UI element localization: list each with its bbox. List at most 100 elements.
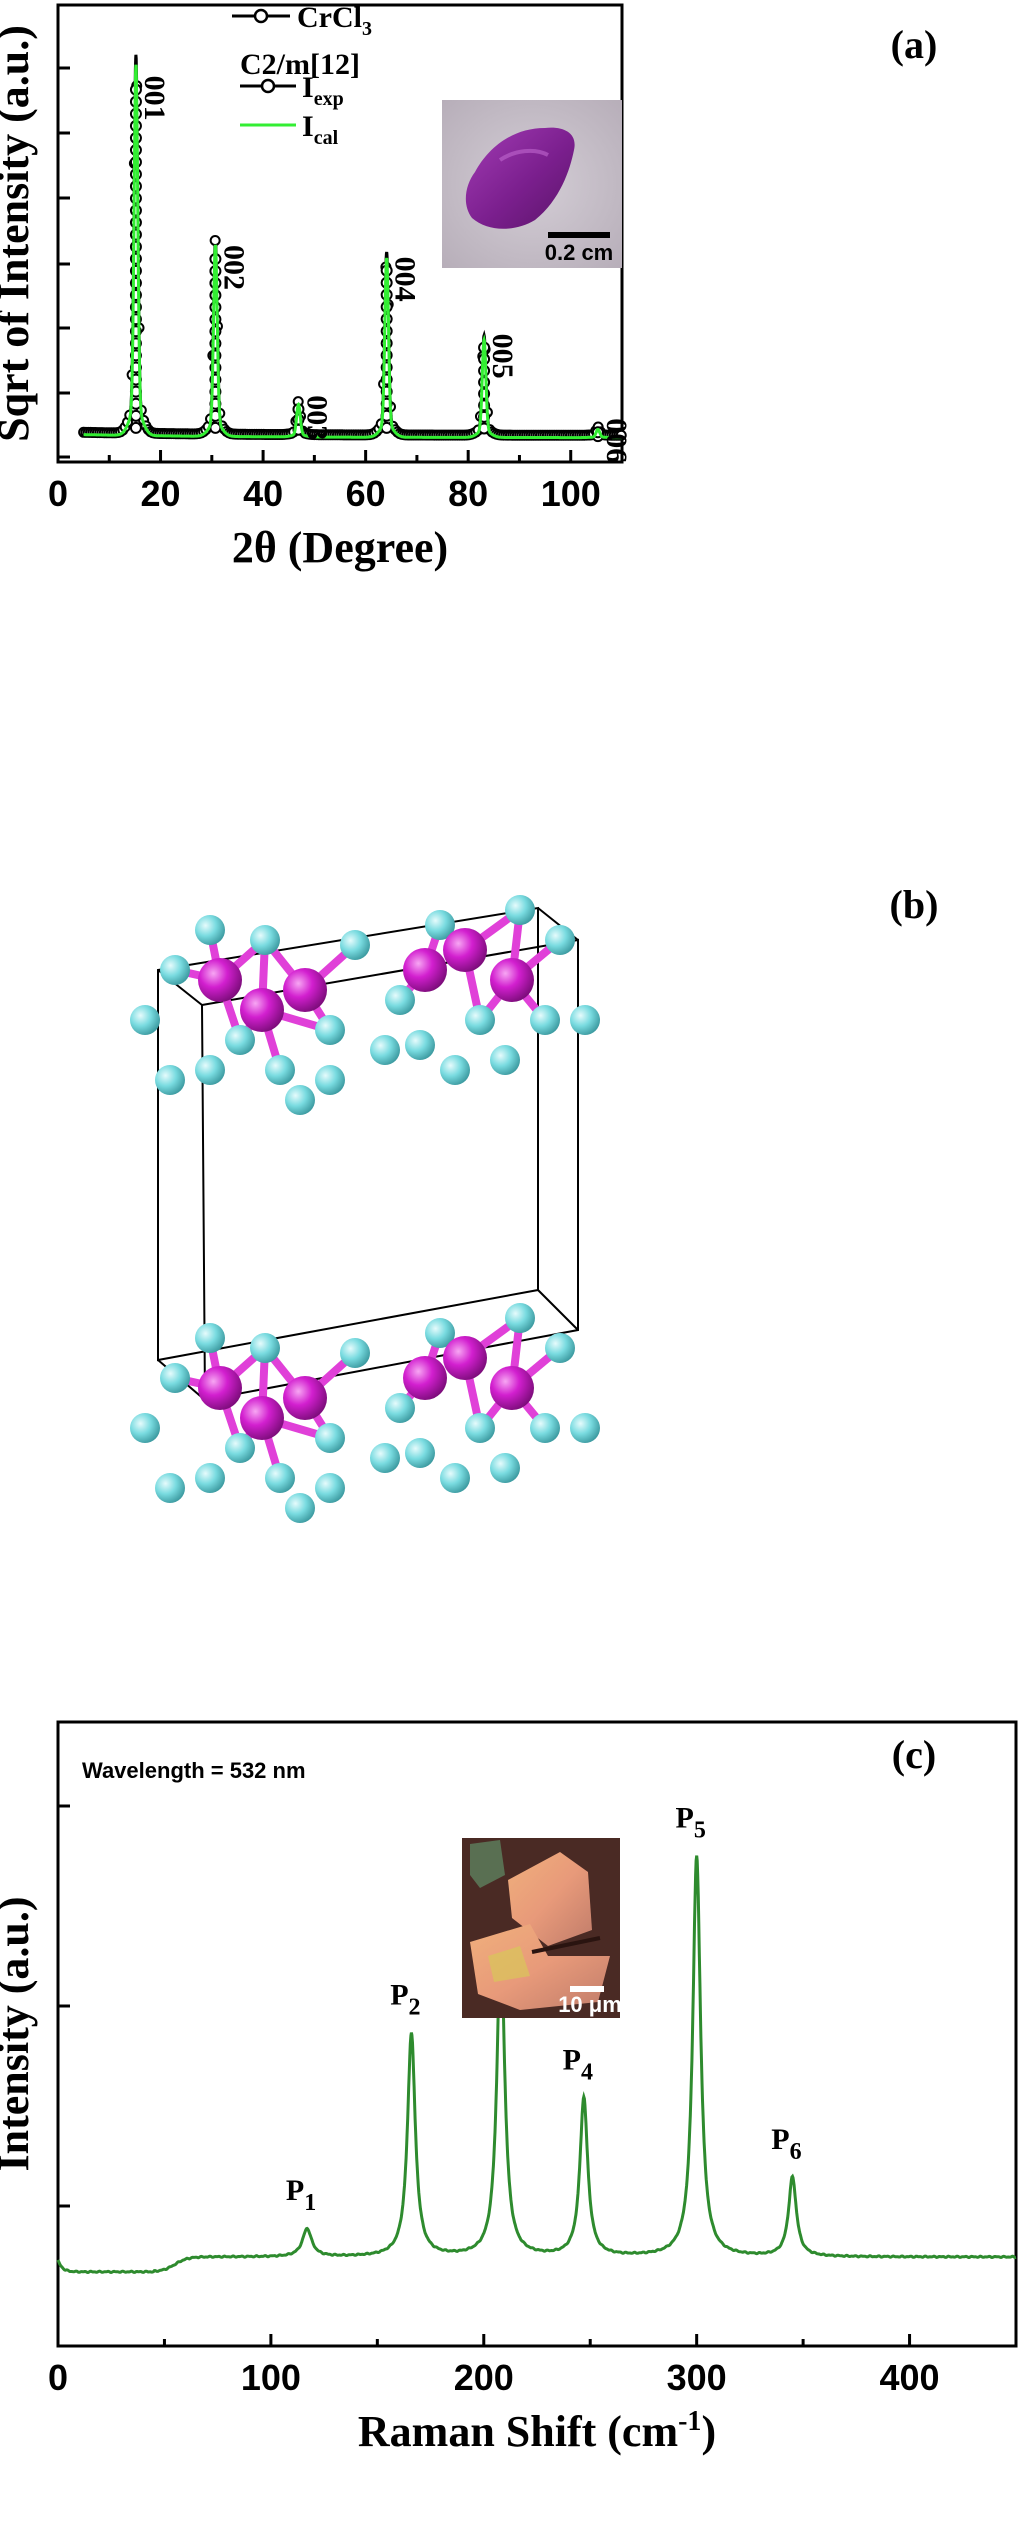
cr-atom: [283, 968, 327, 1012]
crystal-photo-inset: 0.2 cm: [442, 100, 622, 268]
xrd-legend: CrCl3 C2/m[12] Iexp Ical: [232, 1, 372, 149]
cl-atom: [155, 1065, 185, 1095]
cr-atom: [490, 958, 534, 1002]
x-tick-label: 100: [541, 473, 601, 514]
cl-atom: [505, 895, 535, 925]
x-tick-label: 80: [448, 473, 488, 514]
panel-tag-a: (a): [891, 22, 938, 67]
cl-atom: [570, 1005, 600, 1035]
peak-label-sub: 4: [581, 2060, 593, 2086]
svg-text:Iexp: Iexp: [302, 71, 344, 110]
panel-tag-b: (b): [890, 882, 939, 927]
series-exp-point: [209, 234, 221, 246]
series-exp-peak-point: [209, 421, 222, 434]
series-exp-peak-point: [129, 409, 142, 422]
cl-atom: [425, 910, 455, 940]
series-exp-peak-point: [380, 313, 393, 325]
xrd-chart: 0 20 40 60 80 100 2θ (Degree) Sqrt of Intensity…: [0, 1, 938, 572]
cr-atom: [403, 1356, 447, 1400]
cr-atom: [490, 1366, 534, 1410]
cl-atom: [265, 1055, 295, 1085]
cl-atom: [285, 1085, 315, 1115]
cl-atom: [405, 1438, 435, 1468]
flake-crack: [531, 1936, 601, 1954]
cl-atom: [195, 1463, 225, 1493]
cl-atom: [545, 1333, 575, 1363]
peak-label-004: 004: [389, 257, 422, 302]
cl-atom: [160, 955, 190, 985]
cl-atom: [545, 925, 575, 955]
legend-compound-marker: [253, 8, 269, 24]
x-tick-label: 0: [48, 2357, 68, 2398]
peak-label-sub: 2: [409, 1994, 421, 2020]
cl-atom: [385, 1393, 415, 1423]
xrd-axes: 0 20 40 60 80 100 2θ (Degree) Sqrt of Intensity…: [0, 3, 624, 572]
flake-yellow-region: [488, 1946, 530, 1982]
x-axis-title: Raman Shift (cm-1): [358, 2406, 716, 2456]
flake-micrograph-inset: 10 μm: [462, 1838, 622, 2018]
cl-atom: [340, 1338, 370, 1368]
series-exp-peak-point: [129, 421, 142, 434]
cl-atom: [465, 1005, 495, 1035]
cl-atom: [490, 1045, 520, 1075]
wavelength-label: Wavelength = 532 nm: [82, 1758, 306, 1783]
series-exp-peak-point: [129, 192, 142, 205]
atoms: [130, 895, 600, 1523]
peak-label-006: 006: [600, 418, 633, 463]
cr-atom: [240, 1396, 284, 1440]
cl-atom: [440, 1055, 470, 1085]
cl-atom: [130, 1005, 160, 1035]
peak-label-005: 005: [486, 334, 519, 379]
peak-label-sub: 5: [694, 1817, 706, 1843]
cl-atom: [315, 1065, 345, 1095]
cl-atom: [130, 1413, 160, 1443]
cl-atom: [440, 1463, 470, 1493]
cl-atom: [195, 915, 225, 945]
raman-plot-area: [56, 1855, 1017, 2275]
raman-spectrum-line: [56, 1855, 1017, 2275]
y-axis-title: Intensity (a.u.): [0, 1896, 38, 2171]
cl-atom: [570, 1413, 600, 1443]
raman-chart: 0 100 200 300 400 Raman Shift (cm-1) Intensity…: [0, 1720, 1018, 2456]
legend-space-group: C2/m[12]: [240, 48, 360, 81]
legend-compound-sub: 3: [362, 18, 372, 40]
flake-upper: [508, 1852, 592, 1946]
cl-atom: [465, 1413, 495, 1443]
inset-scale-label: 0.2 cm: [545, 240, 614, 265]
unit-cell-edge: [537, 1289, 579, 1331]
inset-c-scale-label: 10 μm: [558, 1992, 622, 2017]
xrd-peak-labels: 001 002 003 004 005 006: [138, 76, 633, 464]
y-axis-title: Sqrt of Intensity (a.u.): [0, 25, 38, 442]
peak-label-P1: P1: [286, 2174, 316, 2216]
peak-label-P5: P5: [676, 1801, 706, 1843]
series-exp-peak-point: [129, 180, 142, 193]
x-tick-label: 300: [667, 2357, 727, 2398]
x-tick-label: 40: [243, 473, 283, 514]
cl-atom: [530, 1413, 560, 1443]
peak-label-001: 001: [138, 76, 171, 121]
peak-label-P4: P4: [563, 2044, 593, 2086]
x-tick-label: 20: [141, 473, 181, 514]
cl-atom: [370, 1443, 400, 1473]
cr-atom: [240, 988, 284, 1032]
cl-atom: [505, 1303, 535, 1333]
cl-atom: [530, 1005, 560, 1035]
cl-atom: [315, 1423, 345, 1453]
xrd-panel: 0 20 40 60 80 100 2θ (Degree) Sqrt of Intensity…: [0, 0, 1025, 870]
cl-atom: [250, 925, 280, 955]
cr-atom: [198, 1366, 242, 1410]
raman-panel: 0 100 200 300 400 Raman Shift (cm-1) Intensity…: [0, 1710, 1025, 2540]
cl-atom: [160, 1363, 190, 1393]
cr-atom: [403, 948, 447, 992]
legend-cal-sub: cal: [314, 127, 339, 149]
cl-atom: [225, 1025, 255, 1055]
cl-atom: [155, 1473, 185, 1503]
cl-atom: [225, 1433, 255, 1463]
cl-atom: [285, 1493, 315, 1523]
cr-atom: [198, 958, 242, 1002]
x-tick-label: 0: [48, 473, 68, 514]
cl-atom: [385, 985, 415, 1015]
peak-label-P6: P6: [771, 2123, 801, 2165]
legend-exp-marker: [260, 78, 276, 94]
crystal-highlight: [498, 148, 549, 162]
